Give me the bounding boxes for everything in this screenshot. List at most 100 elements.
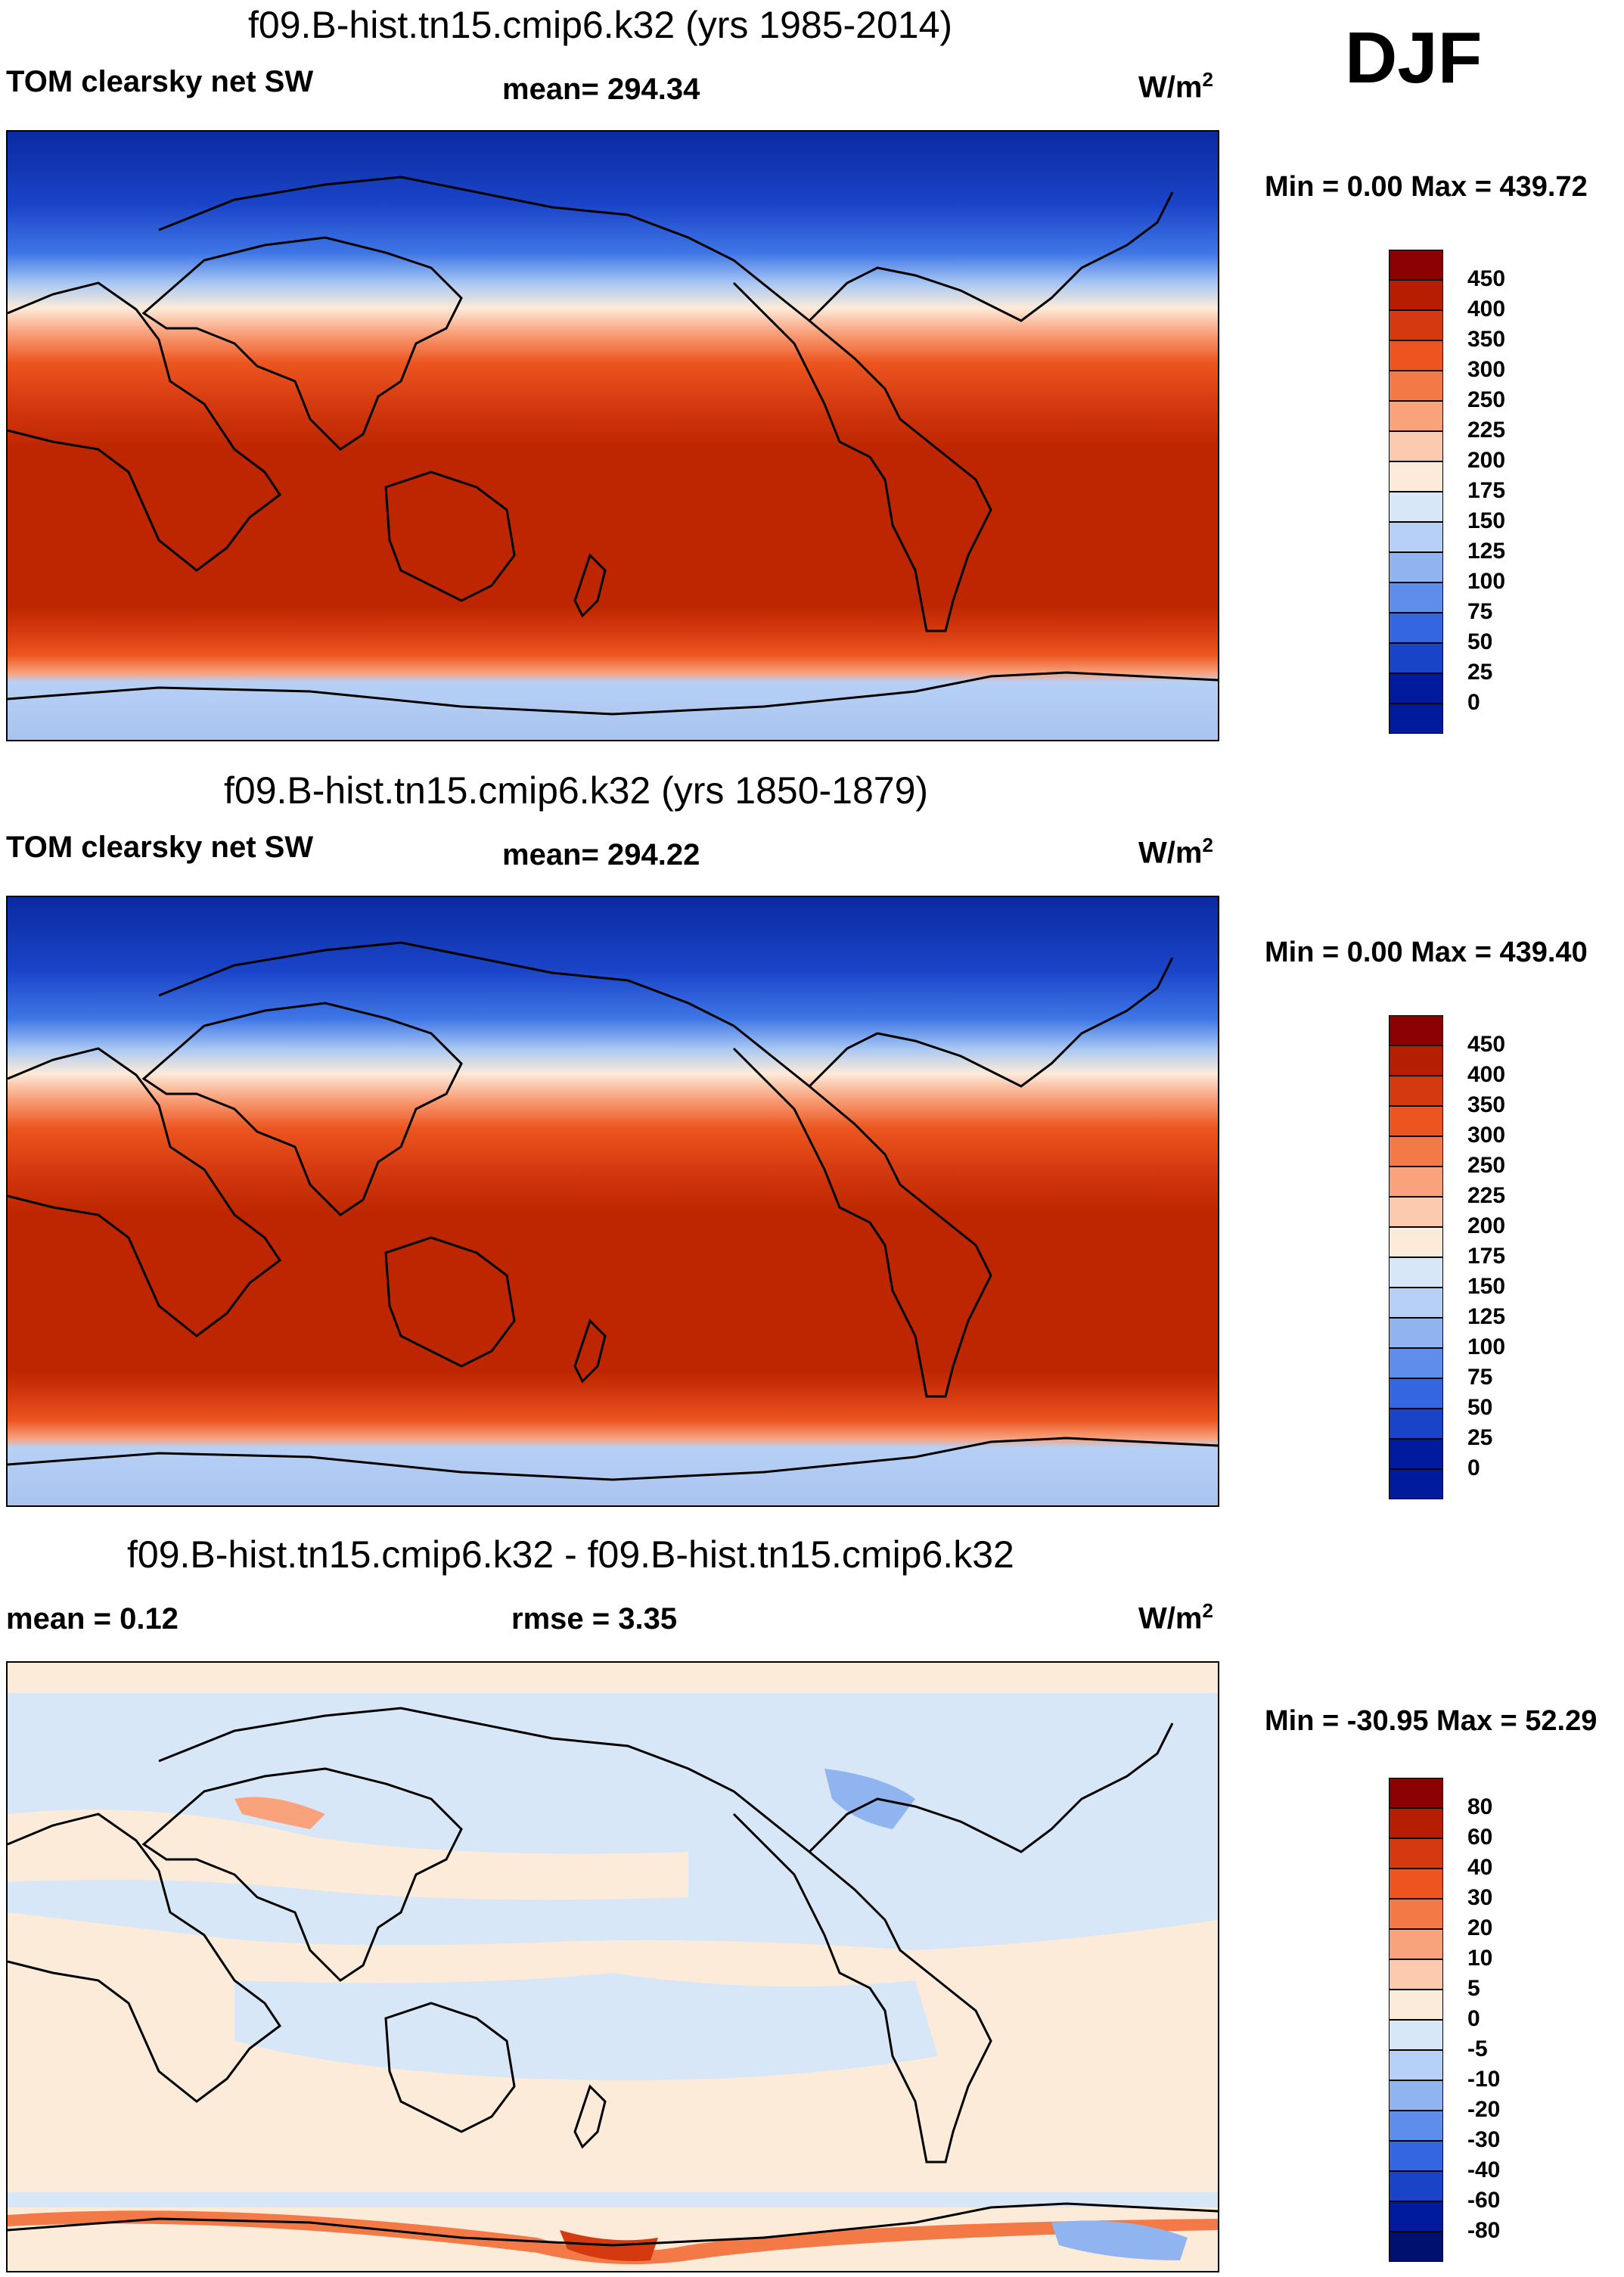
cb3-tick: 20 [1467,1915,1493,1940]
cb1-tick: 450 [1467,266,1506,291]
panel-1-units-label: W/m2 [1138,68,1213,104]
cb1-tick: 300 [1467,357,1506,382]
cb3-tick: 5 [1467,1976,1480,2001]
cb1-seg [1389,492,1443,522]
cb2-seg [1389,1439,1443,1469]
panel-1-map-svg [8,132,1218,740]
panel-2-coastlines [8,941,1218,1481]
cb2-seg [1389,1378,1443,1409]
cb2-tick: 300 [1467,1123,1506,1148]
cb1-seg [1389,643,1443,673]
cb1-tick: 100 [1467,569,1506,594]
cb3-tick: -5 [1467,2036,1488,2061]
cb2-tick: 75 [1467,1365,1493,1390]
cb3-tick: 80 [1467,1794,1493,1819]
cb2-seg [1389,1136,1443,1166]
cb2-seg [1389,1409,1443,1439]
cb3-seg [1389,2171,1443,2201]
cb3-tick: 40 [1467,1855,1493,1880]
cb1-tick: 225 [1467,418,1506,443]
cb1-tick: 25 [1467,660,1493,685]
cb2-tick: 150 [1467,1274,1506,1299]
cb3-seg [1389,1929,1443,1959]
cb2-tick: 125 [1467,1304,1506,1329]
cb2-tick: 350 [1467,1092,1506,1117]
panel-1-mean-label: mean= 294.34 [502,73,700,106]
panel-2-units-label: W/m2 [1138,834,1213,870]
cb2-seg [1389,1166,1443,1197]
cb1-tick: 75 [1467,599,1493,624]
cb2-tick: 400 [1467,1062,1506,1087]
panel-3-units-label: W/m2 [1138,1599,1213,1636]
cb1-seg [1389,250,1443,280]
cb3-tick: 0 [1467,2006,1480,2031]
cb1-seg [1389,704,1443,734]
cb3-seg [1389,1990,1443,2020]
panel-3-minmax: Min = -30.95 Max = 52.29 [1265,1705,1598,1737]
cb1-seg [1389,673,1443,704]
cb2-seg [1389,1318,1443,1348]
cb1-seg [1389,461,1443,492]
cb3-seg [1389,1869,1443,1899]
cb2-tick: 450 [1467,1032,1506,1057]
panel-2-minmax: Min = 0.00 Max = 439.40 [1265,937,1588,968]
cb3-tick: -20 [1467,2097,1501,2122]
cb2-seg [1389,1197,1443,1227]
cb3-tick: -30 [1467,2127,1501,2152]
cb1-seg [1389,552,1443,582]
cb1-seg [1389,522,1443,552]
cb2-seg [1389,1469,1443,1499]
panel-2-title: f09.B-hist.tn15.cmip6.k32 (yrs 1850-1879… [224,769,929,812]
cb2-tick: 25 [1467,1425,1493,1450]
panel-2-variable-label: TOM clearsky net SW [6,831,314,864]
cb2-seg [1389,1288,1443,1318]
cb3-seg [1389,1959,1443,1990]
panel-3-map [6,1661,1219,2272]
season-label: DJF [1345,17,1483,98]
cb3-tick: 10 [1467,1946,1493,1971]
panel-3-coastlines [8,1707,1218,2247]
cb1-seg [1389,280,1443,310]
cb2-tick: 50 [1467,1395,1493,1420]
cb3-tick: -10 [1467,2067,1501,2092]
cb2-seg [1389,1015,1443,1045]
cb3-tick: -40 [1467,2157,1501,2182]
panel-3-extremes [8,1769,1218,2265]
cb1-tick: 250 [1467,387,1506,412]
cb3-seg [1389,1778,1443,1808]
cb1-tick: 400 [1467,297,1506,322]
cb3-tick: -80 [1467,2218,1501,2243]
cb1-tick: 0 [1467,690,1480,715]
panel-1-variable-label: TOM clearsky net SW [6,65,314,98]
cb1-tick: 50 [1467,629,1493,654]
panel-3-title: f09.B-hist.tn15.cmip6.k32 - f09.B-hist.t… [127,1533,1014,1576]
panel-1-title: f09.B-hist.tn15.cmip6.k32 (yrs 1985-2014… [248,4,953,46]
cb3-seg [1389,2201,1443,2232]
cb1-seg [1389,401,1443,431]
cb2-tick: 175 [1467,1244,1506,1269]
cb1-seg [1389,310,1443,340]
cb3-seg [1389,2050,1443,2080]
cb2-tick: 250 [1467,1153,1506,1178]
cb1-tick: 175 [1467,478,1506,503]
panel-2-mean-label: mean= 294.22 [502,838,700,871]
cb1-tick: 125 [1467,539,1506,564]
cb1-tick: 350 [1467,327,1506,352]
panel-3-mean-label: mean = 0.12 [6,1602,179,1636]
cb3-seg [1389,2111,1443,2141]
panel-1-minmax: Min = 0.00 Max = 439.72 [1265,171,1588,203]
panel-2-map [6,896,1219,1507]
cb3-seg [1389,2232,1443,2262]
cb3-seg [1389,1838,1443,1869]
panel-1-map [6,130,1219,741]
cb3-seg [1389,2080,1443,2111]
cb1-tick: 150 [1467,508,1506,533]
cb3-seg [1389,2141,1443,2171]
cb1-seg [1389,371,1443,401]
panel-3-rmse-label: rmse = 3.35 [511,1602,678,1636]
cb2-seg [1389,1045,1443,1076]
cb3-seg [1389,1899,1443,1929]
cb3-tick: 30 [1467,1885,1493,1910]
cb2-seg [1389,1227,1443,1257]
cb3-tick: -60 [1467,2188,1501,2213]
